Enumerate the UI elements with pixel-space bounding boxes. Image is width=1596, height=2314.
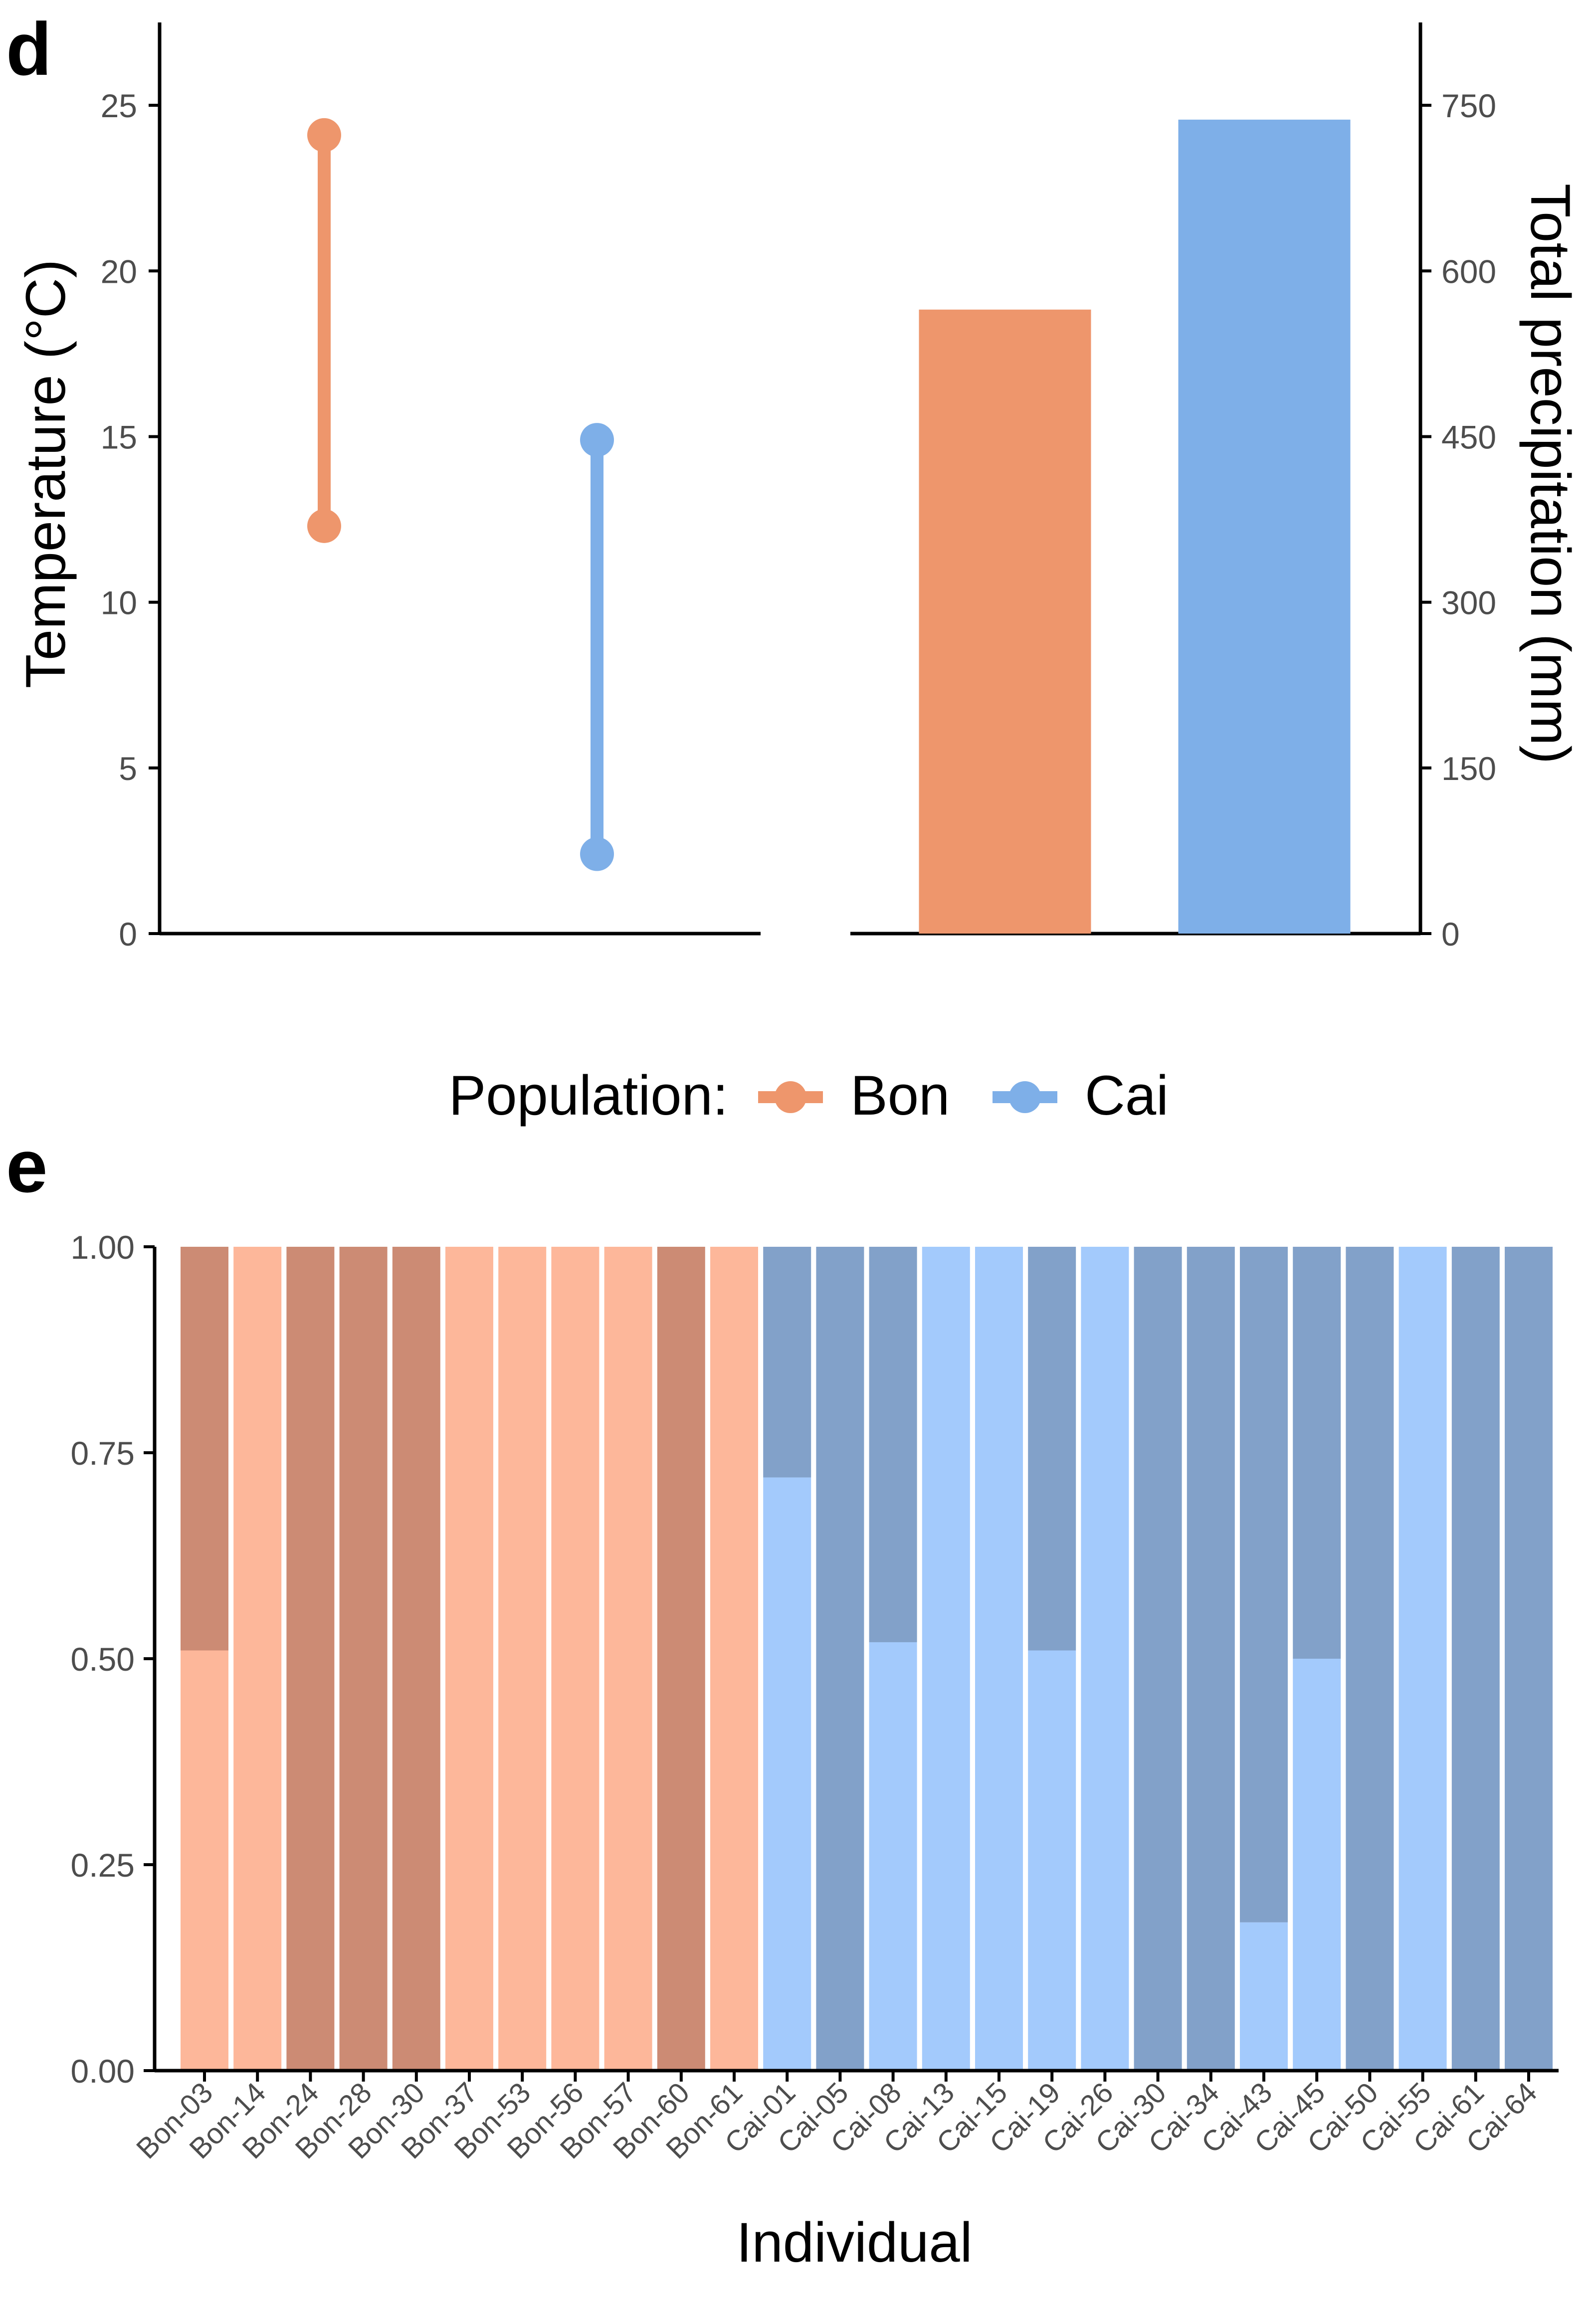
precipitation-tick-label: 600 — [1441, 253, 1496, 290]
ancestry-y-tick-label: 0.75 — [71, 1435, 135, 1472]
ancestry-bar-upper — [816, 1247, 864, 2071]
legend-label-bon: Bon — [850, 1064, 950, 1127]
ancestry-bar-upper — [339, 1247, 388, 2071]
ancestry-bar-upper — [869, 1247, 917, 1642]
ancestry-bar-lower — [233, 1247, 282, 2071]
ancestry-y-tick-label: 0.50 — [71, 1641, 135, 1678]
ancestry-bar-lower — [975, 1247, 1023, 2071]
precipitation-tick-label: 0 — [1441, 916, 1460, 953]
temperature-plot: 0 5 10 15 20 25 — [101, 22, 761, 953]
temperature-high-bon — [307, 118, 341, 152]
ancestry-bar-upper — [1028, 1247, 1076, 1651]
temperature-tick-label: 0 — [119, 916, 137, 953]
ancestry-bar-lower — [1293, 1659, 1341, 2071]
ancestry-bar-upper — [1451, 1247, 1500, 2071]
individual-axis-title: Individual — [736, 2211, 972, 2274]
ancestry-bar-lower — [710, 1247, 758, 2071]
temperature-high-cai — [580, 423, 614, 457]
ancestry-bar-upper — [1505, 1247, 1553, 2071]
ancestry-bar-upper — [657, 1247, 705, 2071]
temperature-axis-title: Temperature (°C) — [14, 259, 77, 688]
ancestry-bar-lower — [498, 1247, 547, 2071]
precipitation-bar-cai — [1178, 119, 1351, 934]
precipitation-tick-label: 450 — [1441, 418, 1496, 455]
ancestry-bar-lower — [1081, 1247, 1129, 2071]
legend-title: Population: — [449, 1064, 728, 1127]
precipitation-bar-bon — [919, 309, 1091, 934]
legend: Population: Bon Cai — [449, 1064, 1169, 1127]
ancestry-bar-upper — [1346, 1247, 1394, 2071]
ancestry-bar-lower — [604, 1247, 652, 2071]
ancestry-bar-lower — [763, 1477, 811, 2071]
ancestry-bar-upper — [1134, 1247, 1182, 2071]
ancestry-bar-lower — [551, 1247, 599, 2071]
temperature-tick-label: 15 — [101, 418, 137, 455]
precipitation-tick-label: 750 — [1441, 87, 1496, 124]
ancestry-bar-lower — [1028, 1650, 1076, 2071]
ancestry-bar-lower — [445, 1247, 493, 2071]
ancestry-bar-upper — [763, 1247, 811, 1478]
ancestry-bar-upper — [286, 1247, 335, 2071]
ancestry-bar-upper — [392, 1247, 440, 2071]
panel-e-letter: e — [6, 1124, 47, 1208]
precipitation-tick-label: 150 — [1441, 750, 1496, 787]
temperature-tick-label: 20 — [101, 253, 137, 290]
legend-item-cai: Cai — [993, 1064, 1169, 1127]
ancestry-y-tick-label: 1.00 — [71, 1229, 135, 1266]
precipitation-tick-label: 300 — [1441, 584, 1496, 621]
temperature-tick-label: 25 — [101, 87, 137, 124]
ancestry-y-tick-label: 0.25 — [71, 1847, 135, 1884]
temperature-low-bon — [307, 509, 341, 543]
ancestry-bar-upper — [181, 1247, 228, 1651]
ancestry-bar-lower — [922, 1247, 970, 2071]
precipitation-axis-title: Total precipitation (mm) — [1519, 184, 1582, 764]
ancestry-bar-lower — [181, 1650, 228, 2071]
ancestry-y-tick-label: 0.00 — [71, 2053, 135, 2090]
legend-key-point-cai — [1009, 1081, 1041, 1113]
temperature-tick-label: 5 — [119, 750, 137, 787]
temperature-tick-label: 10 — [101, 584, 137, 621]
legend-label-cai: Cai — [1085, 1064, 1169, 1127]
ancestry-bar-upper — [1187, 1247, 1235, 2071]
precipitation-plot: 0 150 300 450 600 750 — [850, 22, 1496, 953]
legend-key-point-bon — [775, 1081, 806, 1113]
panel-d-letter: d — [6, 7, 52, 91]
ancestry-bar-upper — [1240, 1247, 1288, 1923]
legend-item-bon: Bon — [758, 1064, 950, 1127]
ancestry-bar-lower — [869, 1642, 917, 2071]
ancestry-bar-upper — [1293, 1247, 1341, 1659]
ancestry-bar-lower — [1240, 1922, 1288, 2071]
ancestry-plot: Bon-03Bon-14Bon-24Bon-28Bon-30Bon-37Bon-… — [71, 1229, 1559, 2165]
temperature-low-cai — [580, 837, 614, 871]
ancestry-bar-lower — [1398, 1247, 1447, 2071]
